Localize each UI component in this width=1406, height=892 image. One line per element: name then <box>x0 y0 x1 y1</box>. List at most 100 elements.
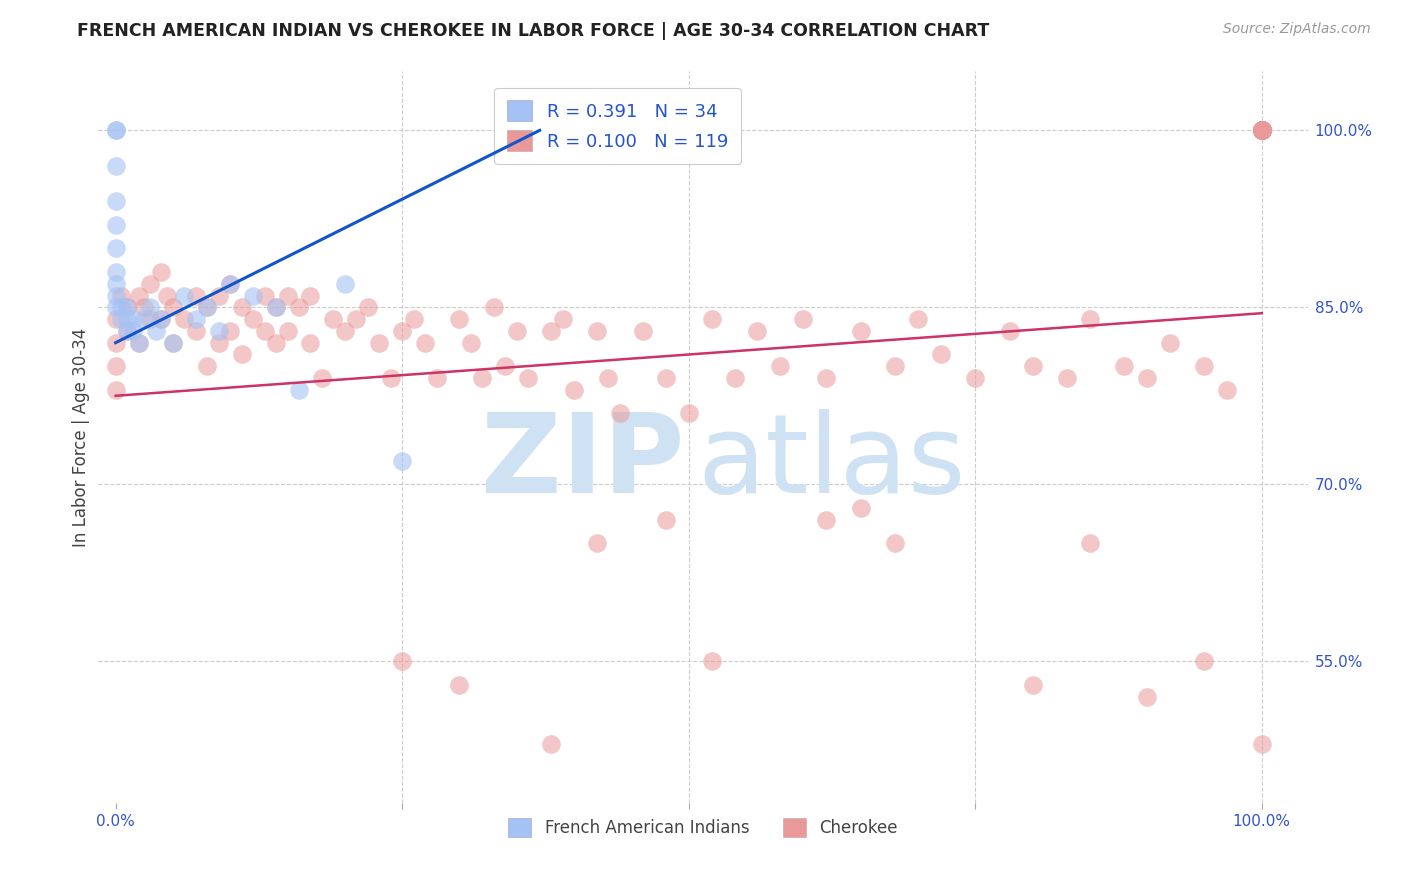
Text: atlas: atlas <box>697 409 966 516</box>
Point <box>517 371 540 385</box>
Point <box>104 159 127 173</box>
Point <box>562 383 585 397</box>
Point <box>1250 123 1272 137</box>
Point <box>1250 123 1272 137</box>
Point <box>1250 123 1272 137</box>
Point <box>769 359 792 374</box>
Point <box>299 335 322 350</box>
Point <box>121 312 143 326</box>
Point <box>1194 654 1216 668</box>
Point <box>700 654 723 668</box>
Point <box>586 324 609 338</box>
Point <box>815 513 838 527</box>
Point <box>104 312 127 326</box>
Point <box>494 359 516 374</box>
Point <box>1078 312 1101 326</box>
Point <box>115 324 138 338</box>
Point <box>449 312 471 326</box>
Point <box>747 324 769 338</box>
Point <box>1114 359 1136 374</box>
Point <box>139 312 162 326</box>
Point <box>586 536 609 550</box>
Point <box>208 324 231 338</box>
Point <box>231 347 253 361</box>
Point <box>277 288 299 302</box>
Point <box>104 194 127 208</box>
Point <box>173 288 195 302</box>
Point <box>104 241 127 255</box>
Point <box>1250 123 1272 137</box>
Point <box>849 500 872 515</box>
Point <box>391 324 413 338</box>
Point <box>162 301 184 315</box>
Point <box>195 301 218 315</box>
Point <box>1078 536 1101 550</box>
Point <box>368 335 391 350</box>
Point <box>598 371 620 385</box>
Point <box>110 312 132 326</box>
Point <box>1159 335 1181 350</box>
Point <box>128 335 150 350</box>
Point <box>150 312 173 326</box>
Point <box>413 335 436 350</box>
Point <box>115 324 138 338</box>
Point <box>288 383 311 397</box>
Point <box>391 654 413 668</box>
Point <box>231 301 253 315</box>
Point <box>471 371 494 385</box>
Point <box>195 301 218 315</box>
Point <box>208 335 231 350</box>
Point <box>195 359 218 374</box>
Point <box>1250 123 1272 137</box>
Text: FRENCH AMERICAN INDIAN VS CHEROKEE IN LABOR FORCE | AGE 30-34 CORRELATION CHART: FRENCH AMERICAN INDIAN VS CHEROKEE IN LA… <box>77 22 990 40</box>
Point <box>311 371 333 385</box>
Point <box>299 288 322 302</box>
Point <box>121 324 143 338</box>
Point <box>631 324 654 338</box>
Point <box>264 301 287 315</box>
Point <box>333 324 356 338</box>
Point <box>162 335 184 350</box>
Point <box>1250 123 1272 137</box>
Point <box>1250 123 1272 137</box>
Point <box>242 288 264 302</box>
Point <box>219 324 242 338</box>
Point <box>128 335 150 350</box>
Point <box>1021 678 1043 692</box>
Point <box>357 301 380 315</box>
Point <box>1250 123 1272 137</box>
Point <box>998 324 1021 338</box>
Point <box>104 265 127 279</box>
Point <box>322 312 344 326</box>
Point <box>849 324 872 338</box>
Point <box>104 383 127 397</box>
Point <box>288 301 311 315</box>
Point <box>425 371 447 385</box>
Point <box>115 301 138 315</box>
Point <box>1250 123 1272 137</box>
Point <box>815 371 838 385</box>
Point <box>1136 371 1159 385</box>
Point <box>1250 123 1272 137</box>
Point <box>1250 123 1272 137</box>
Point <box>277 324 299 338</box>
Point <box>460 335 482 350</box>
Point <box>1136 690 1159 704</box>
Point <box>184 288 207 302</box>
Point <box>700 312 723 326</box>
Legend: French American Indians, Cherokee: French American Indians, Cherokee <box>499 810 907 846</box>
Point <box>1250 123 1272 137</box>
Point <box>104 218 127 232</box>
Point <box>884 536 907 550</box>
Point <box>1250 123 1272 137</box>
Point <box>929 347 952 361</box>
Point <box>219 277 242 291</box>
Text: ZIP: ZIP <box>481 409 685 516</box>
Point <box>110 288 132 302</box>
Point <box>1250 123 1272 137</box>
Point <box>1250 123 1272 137</box>
Y-axis label: In Labor Force | Age 30-34: In Labor Force | Age 30-34 <box>72 327 90 547</box>
Point <box>134 301 156 315</box>
Point <box>104 359 127 374</box>
Point <box>344 312 367 326</box>
